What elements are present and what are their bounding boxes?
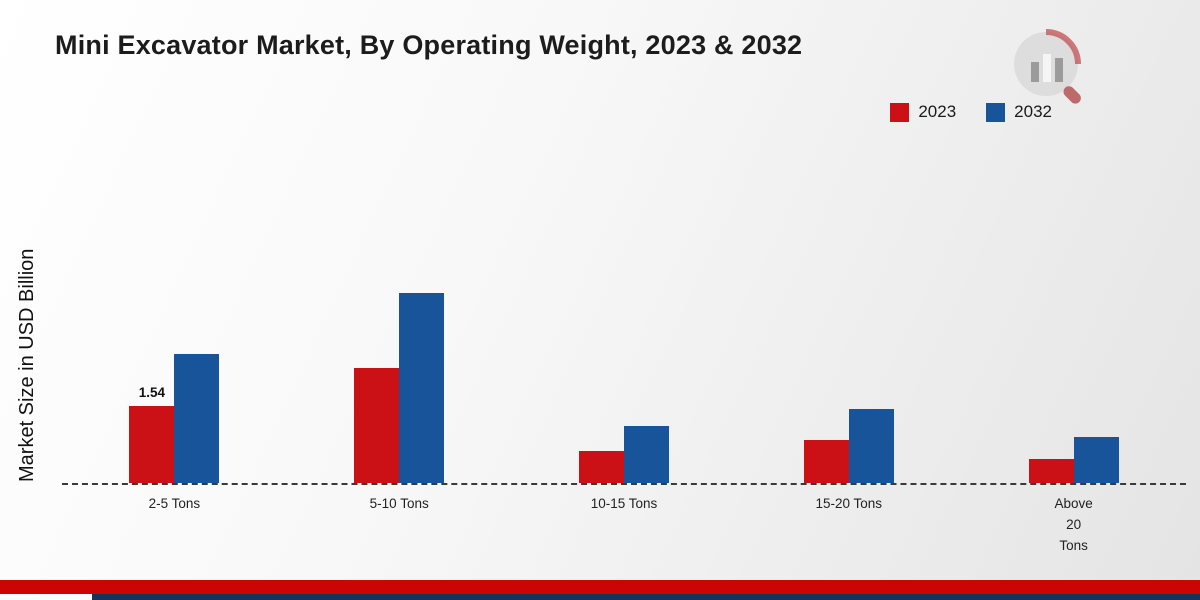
bar-group-1	[287, 293, 512, 483]
bar-2023-category-0: 1.54	[129, 385, 175, 483]
plot-area: 1.54 2-5 Tons 5-10 Tons 10-15 Tons 15-20 To…	[62, 283, 1186, 557]
bar-2023-category-3	[803, 440, 849, 483]
category-label-1: 5-10 Tons	[369, 496, 429, 511]
legend: 2023 2032	[890, 102, 1052, 122]
market-research-future-logo	[1010, 26, 1090, 111]
footer-red-band	[0, 580, 1200, 594]
chart-title: Mini Excavator Market, By Operating Weig…	[55, 30, 803, 60]
bar-group-4	[961, 437, 1186, 483]
bar-2032-category-3	[848, 409, 894, 483]
logo-graphic	[1014, 29, 1081, 104]
bar-2032-category-1	[399, 293, 445, 483]
bar-groups: 1.54	[62, 283, 1186, 483]
category-label-3: 15-20 Tons	[815, 496, 883, 511]
bar-group-3	[736, 409, 961, 483]
category-label-4: Above 20 Tons	[1054, 496, 1093, 553]
bar-2023-category-2	[578, 451, 624, 483]
legend-swatch-2023	[890, 102, 910, 122]
legend-item-2032: 2032	[986, 102, 1052, 122]
category-labels: 2-5 Tons 5-10 Tons 10-15 Tons 15-20 Tons Abo…	[62, 485, 1186, 557]
x-axis-baseline	[62, 483, 1186, 485]
category-label-0: 2-5 Tons	[148, 496, 201, 511]
bar-group-2	[512, 426, 737, 483]
legend-swatch-2032	[986, 102, 1006, 122]
footer-navy-band	[92, 594, 1200, 600]
legend-item-2023: 2023	[890, 102, 956, 122]
bar-2023-category-1	[354, 368, 400, 483]
category-label-2: 10-15 Tons	[590, 496, 658, 511]
legend-label: 2032	[1014, 102, 1052, 121]
legend-label: 2023	[918, 102, 957, 121]
bar-2023-category-4	[1028, 459, 1074, 483]
bar-value-label: 1.54	[138, 385, 166, 400]
y-axis-label: Market Size in USD Billion	[16, 248, 38, 482]
bar-group-0: 1.54	[62, 354, 287, 483]
bar-2032-category-4	[1073, 437, 1119, 483]
bar-2032-category-2	[623, 426, 669, 483]
bar-2032-category-0	[174, 354, 220, 483]
